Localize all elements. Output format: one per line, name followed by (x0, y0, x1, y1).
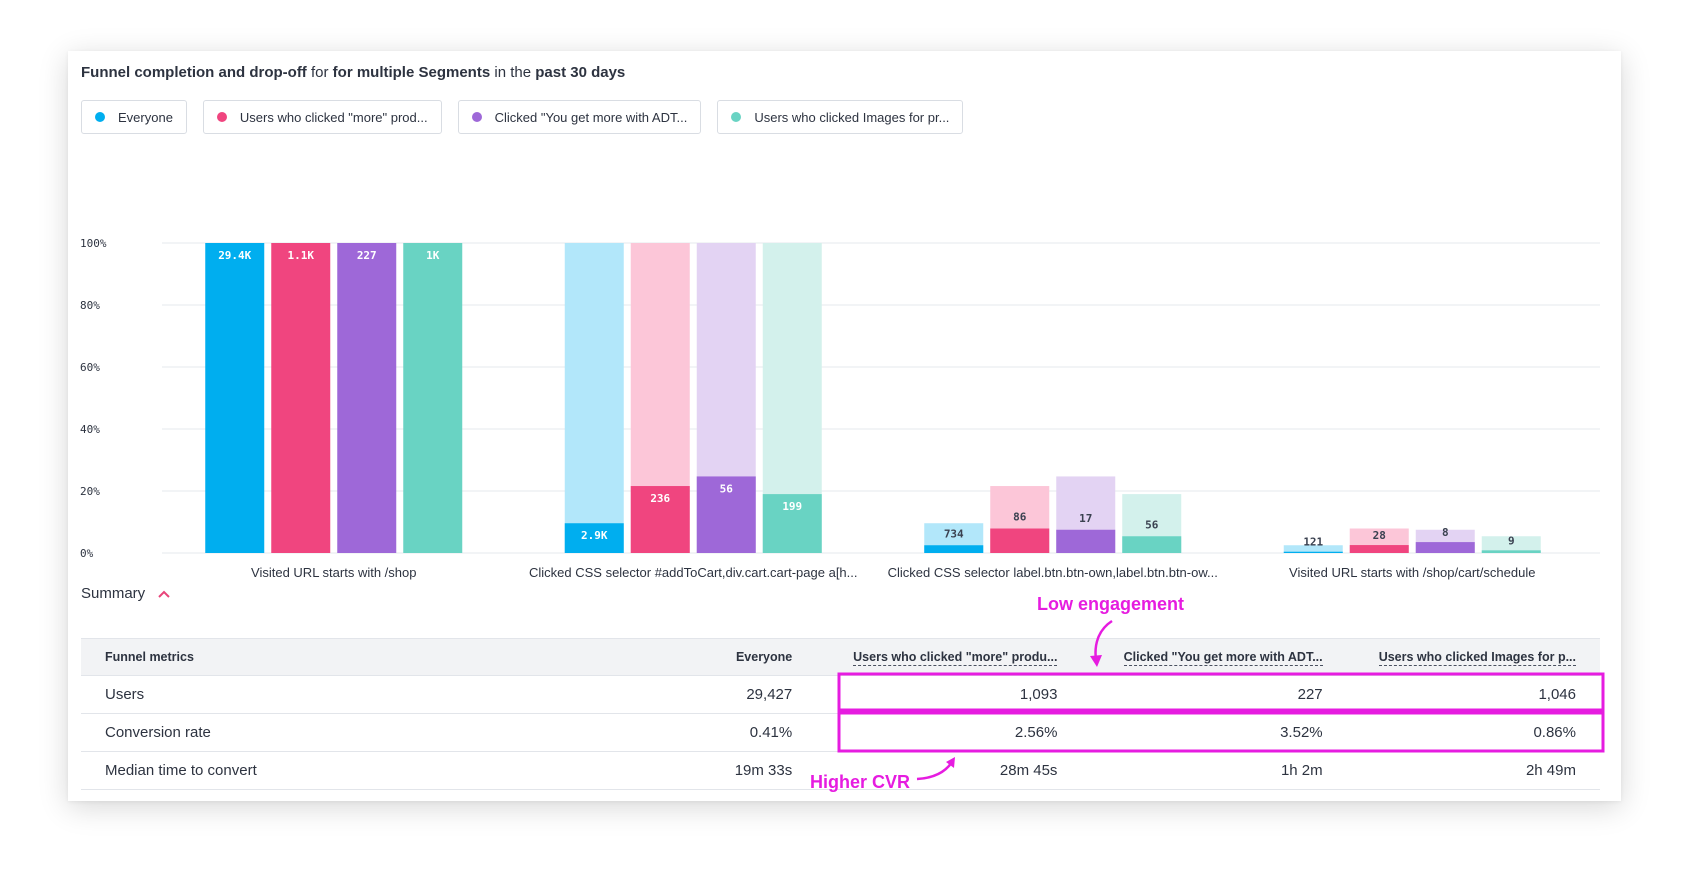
metric-value: 29,427 (607, 675, 817, 714)
table-row: Median time to convert 19m 33s 28m 45s 1… (81, 751, 1600, 790)
bar-value-label: 199 (782, 500, 802, 513)
legend-item-everyone[interactable]: Everyone (81, 100, 187, 134)
funnel-bar-chart: 0% 20% 40% 60% 80% 100% 29.4K 1.1K 227 1K Visited … (80, 237, 1600, 580)
metric-value: 19m 33s (607, 751, 817, 790)
column-header-label: Clicked "You get more with ADT... (1123, 650, 1323, 666)
bar-value-label: 28 (1373, 529, 1386, 542)
column-header: Funnel metrics (81, 638, 608, 676)
bar-value-label: 1K (426, 249, 440, 262)
bar-value-label: 227 (357, 249, 377, 262)
completion-bar (564, 523, 624, 553)
metric-value: 0.41% (607, 713, 817, 752)
metric-value: 2.56% (816, 713, 1082, 752)
completion-bar (1283, 551, 1343, 553)
title-part: for (306, 64, 333, 81)
bar-value-label: 86 (1013, 511, 1027, 524)
x-category-label: Clicked CSS selector #addToCart,div.cart… (529, 565, 858, 580)
completion-bar (271, 243, 331, 553)
bar-value-label: 9 (1508, 534, 1515, 547)
summary-label: Summary (81, 585, 146, 602)
metric-value: 1h 2m (1081, 751, 1347, 790)
bar-value-label: 56 (1145, 518, 1159, 531)
column-header-label: Users who clicked Images for p... (1378, 650, 1576, 666)
metric-value: 0.86% (1346, 713, 1600, 752)
x-category-label: Clicked CSS selector label.btn.btn-own,l… (888, 565, 1218, 580)
y-tick-label: 100% (80, 237, 107, 250)
y-tick-label: 20% (80, 485, 100, 498)
y-tick-label: 0% (80, 547, 94, 560)
summary-table: Funnel metrics Everyone Users who clicke… (81, 638, 1600, 790)
completion-bar (403, 243, 463, 553)
title-part: Funnel completion and drop-off (81, 64, 307, 81)
y-tick-label: 40% (80, 423, 100, 436)
table-row: Users 29,427 1,093 227 1,046 (81, 675, 1600, 714)
bar-value-label: 236 (650, 492, 670, 505)
dropoff-bar (1481, 536, 1541, 553)
metric-value: 1,093 (816, 675, 1082, 714)
annotation-higher-cvr: Higher CVR (810, 772, 911, 792)
legend-label: Clicked "You get more with ADT... (494, 109, 688, 125)
bar-value-label: 29.4K (218, 249, 251, 262)
funnel-card: Funnel completion and drop-off for for m… (68, 51, 1621, 801)
y-tick-label: 80% (80, 299, 100, 312)
title-part: past 30 days (535, 64, 626, 81)
bar-value-label: 2.9K (581, 529, 608, 542)
completion-bar (630, 486, 690, 553)
title-part: for multiple Segments (332, 64, 491, 81)
completion-bar (1415, 542, 1475, 553)
legend-label: Users who clicked Images for pr... (754, 109, 950, 125)
chart-title: Funnel completion and drop-off for for m… (81, 64, 625, 81)
y-tick-label: 60% (80, 361, 100, 374)
bar-value-label: 121 (1303, 536, 1323, 549)
completion-bar (696, 476, 756, 553)
segment-legend: Everyone Users who clicked "more" prod..… (81, 100, 964, 134)
summary-toggle[interactable]: Summary (81, 585, 171, 602)
legend-item-adt[interactable]: Clicked "You get more with ADT... (457, 100, 702, 134)
completion-bar (1122, 536, 1182, 553)
legend-item-more-product[interactable]: Users who clicked "more" prod... (202, 100, 442, 134)
column-header-sortable[interactable]: Users who clicked "more" produ... (816, 638, 1082, 676)
metric-value: 1,046 (1346, 675, 1600, 714)
completion-bar (1481, 550, 1541, 553)
segment-dot-icon (471, 112, 482, 122)
completion-bar (205, 243, 265, 553)
segment-dot-icon (216, 112, 227, 122)
metric-value: 2h 49m (1346, 751, 1600, 790)
annotation-low-engagement: Low engagement (1037, 594, 1185, 614)
completion-bar (990, 528, 1050, 553)
title-part: in the (490, 64, 536, 81)
column-header-label: Users who clicked "more" produ... (853, 650, 1058, 666)
bar-value-label: 1.1K (288, 249, 315, 262)
bar-value-label: 734 (944, 527, 964, 540)
metric-name: Median time to convert (81, 751, 608, 790)
completion-bar (1349, 545, 1409, 553)
completion-bar (762, 494, 822, 553)
bar-value-label: 8 (1442, 526, 1449, 539)
x-category-label: Visited URL starts with /shop (251, 565, 416, 580)
chevron-up-icon (157, 586, 171, 602)
segment-dot-icon (731, 112, 742, 122)
dropoff-bar (564, 243, 624, 553)
metric-value: 3.52% (1081, 713, 1347, 752)
legend-label: Everyone (118, 109, 173, 125)
metric-value: 227 (1081, 675, 1347, 714)
bar-value-label: 56 (720, 482, 734, 495)
legend-item-images[interactable]: Users who clicked Images for pr... (717, 100, 964, 134)
legend-label: Users who clicked "more" prod... (239, 109, 428, 125)
segment-dot-icon (95, 112, 105, 122)
column-header-sortable[interactable]: Users who clicked Images for p... (1346, 638, 1600, 676)
table-row: Conversion rate 0.41% 2.56% 3.52% 0.86% (81, 713, 1600, 752)
completion-bar (924, 545, 984, 553)
completion-bar (337, 243, 397, 553)
completion-bar (1056, 529, 1116, 553)
table-header-row: Funnel metrics Everyone Users who clicke… (81, 638, 1600, 676)
column-header-sortable[interactable]: Clicked "You get more with ADT... (1081, 638, 1347, 676)
x-category-label: Visited URL starts with /shop/cart/sched… (1289, 565, 1535, 580)
dropoff-bar (1283, 545, 1343, 553)
column-header: Everyone (607, 638, 817, 676)
bar-value-label: 17 (1079, 512, 1092, 525)
metric-name: Conversion rate (81, 713, 608, 752)
metric-name: Users (81, 675, 608, 714)
